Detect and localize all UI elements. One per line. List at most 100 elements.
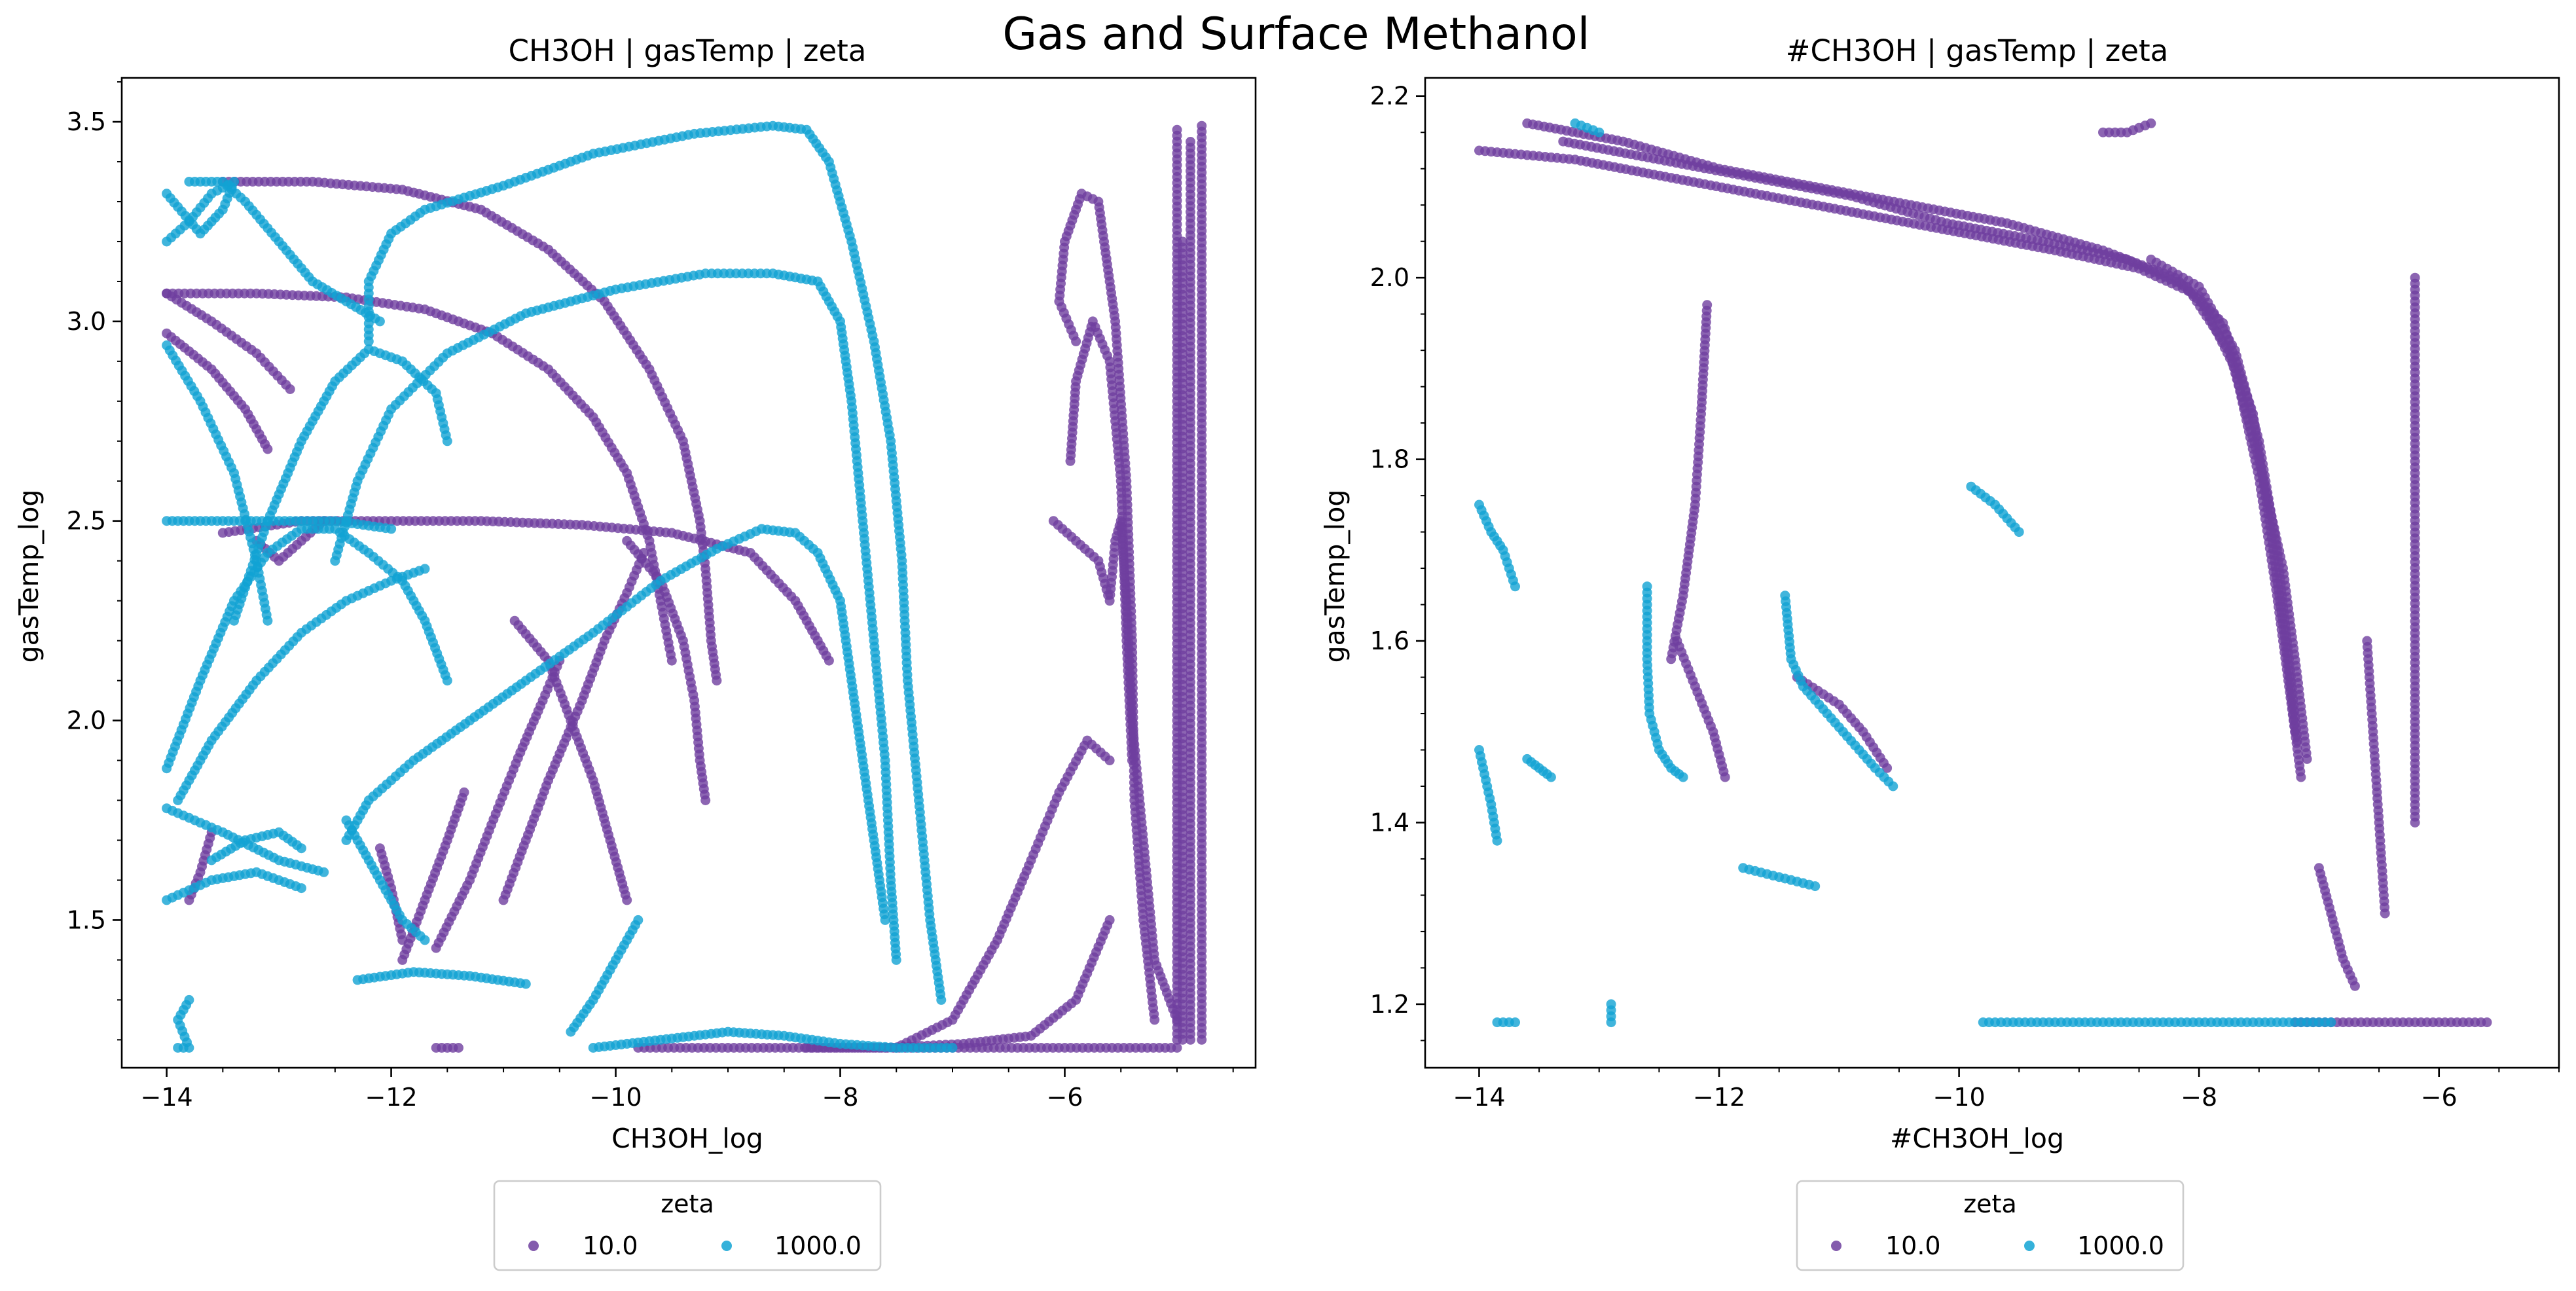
data-point: [1178, 1034, 1188, 1045]
y-tick-label: 1.6: [1370, 627, 1409, 655]
data-point: [2146, 118, 2156, 128]
data-point: [319, 867, 329, 877]
data-point: [1810, 881, 1821, 892]
legend-label-10: 10.0: [583, 1231, 638, 1260]
figure-title: Gas and Surface Methanol: [1002, 9, 1589, 60]
data-point: [1606, 999, 1616, 1009]
series-1000-0: [162, 120, 958, 1053]
data-points: [162, 120, 1207, 1053]
data-point: [1186, 1034, 1195, 1045]
data-point: [1150, 1015, 1160, 1025]
legend-marker-1000: [721, 1241, 732, 1251]
data-point: [420, 935, 430, 945]
data-point: [520, 979, 531, 989]
data-point: [1882, 763, 1893, 773]
data-point: [2349, 981, 2360, 991]
data-point: [1510, 581, 1520, 592]
axes-frame: [1424, 77, 2560, 1069]
x-tick-label: −8: [2181, 1083, 2217, 1112]
chart-title-right: #CH3OH | gasTemp | zeta: [1786, 33, 2168, 68]
data-point: [420, 564, 430, 574]
data-point: [1172, 1043, 1182, 1053]
data-point: [1197, 1034, 1207, 1045]
legend-title-left: zeta: [661, 1190, 714, 1218]
data-point: [296, 843, 306, 854]
data-point: [1594, 127, 1605, 137]
data-point: [1510, 1017, 1520, 1028]
data-point: [285, 384, 295, 394]
y-tick-label: 3.5: [67, 107, 106, 136]
y-tick-label: 2.5: [67, 507, 106, 536]
x-tick-label: −10: [1932, 1083, 1985, 1112]
legend-marker-10: [1831, 1241, 1841, 1251]
data-point: [442, 676, 452, 686]
data-point: [2326, 1017, 2336, 1028]
data-point: [700, 795, 711, 805]
data-point: [2302, 754, 2312, 764]
data-point: [2296, 772, 2306, 782]
data-point: [2380, 908, 2390, 918]
chart-panel-left: CH3OH | gasTemp | zeta CH3OH_log gasTemp…: [13, 33, 1257, 1271]
legend-title-right: zeta: [1963, 1190, 2017, 1218]
data-point: [2410, 818, 2420, 827]
data-point: [296, 883, 306, 894]
x-tick-label: −14: [140, 1083, 192, 1112]
data-point: [666, 655, 677, 666]
x-tick-label: −12: [1693, 1083, 1745, 1112]
x-tick-label: −10: [589, 1083, 642, 1112]
data-point: [184, 994, 194, 1005]
legend-right: zeta 10.0 1000.0: [1796, 1180, 2185, 1271]
legend-marker-10: [528, 1241, 539, 1251]
plot-area-left: −14 −12 −10 −8 −6 1.5 2.0 2.5 3.0 3.5: [67, 77, 1257, 1112]
y-tick-label: 1.8: [1370, 445, 1409, 474]
y-tick-label: 1.4: [1370, 808, 1409, 837]
plot-area-right: −14 −12 −10 −8 −6 1.2 1.4 1.6 1.8 2.0 2.2: [1370, 77, 2560, 1112]
chart-panel-right: #CH3OH | gasTemp | zeta #CH3OH_log gasTe…: [1319, 33, 2560, 1271]
data-point: [1492, 835, 1502, 846]
data-point: [1888, 781, 1898, 791]
x-tick-label: −6: [1046, 1083, 1083, 1112]
data-point: [1104, 915, 1115, 925]
data-point: [2482, 1017, 2492, 1028]
data-point: [263, 615, 273, 626]
data-point: [2292, 736, 2302, 746]
legend-box-left: [493, 1180, 882, 1271]
data-point: [1720, 772, 1730, 782]
data-point: [454, 1043, 463, 1053]
legend-left: zeta 10.0 1000.0: [493, 1180, 882, 1271]
legend-box-right: [1796, 1180, 2185, 1271]
data-point: [633, 915, 644, 925]
series-10-0: [1474, 118, 2492, 1028]
data-point: [1546, 772, 1556, 782]
y-tick-label: 2.0: [67, 706, 106, 735]
y-tick-label: 1.2: [1370, 990, 1409, 1019]
axes-frame: [120, 77, 1257, 1069]
legend-label-1000: 1000.0: [774, 1231, 862, 1260]
series-10-0: [162, 120, 1207, 1053]
y-tick-label: 3.0: [67, 307, 106, 336]
data-point: [712, 676, 722, 686]
y-tick-label: 1.5: [67, 905, 106, 934]
x-tick-label: −6: [2421, 1083, 2458, 1112]
data-point: [947, 1043, 958, 1053]
series-1000-0: [1474, 118, 2336, 1028]
legend-label-1000: 1000.0: [2077, 1231, 2164, 1260]
data-point: [386, 524, 397, 534]
x-tick-label: −12: [365, 1083, 417, 1112]
data-point: [1666, 654, 1677, 664]
x-axis-label-left: CH3OH_log: [611, 1123, 763, 1154]
data-point: [162, 189, 172, 199]
data-point: [442, 436, 452, 446]
data-point: [824, 655, 834, 666]
x-tick-label: −14: [1453, 1083, 1505, 1112]
y-axis-label-right: gasTemp_log: [1319, 490, 1351, 663]
y-axis-label-left: gasTemp_log: [13, 490, 45, 663]
y-tick-label: 2.0: [1370, 263, 1409, 292]
data-point: [891, 955, 901, 965]
chart-title-left: CH3OH | gasTemp | zeta: [509, 33, 867, 68]
legend-label-10: 10.0: [1885, 1231, 1941, 1260]
data-points: [1474, 118, 2492, 1028]
data-point: [374, 316, 385, 327]
data-point: [622, 895, 632, 905]
